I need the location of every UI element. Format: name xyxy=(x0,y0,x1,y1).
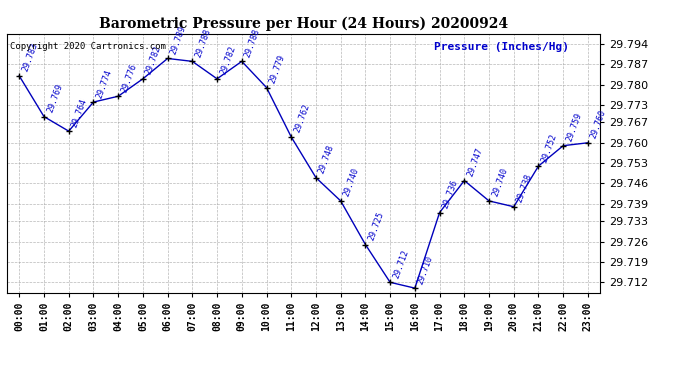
Text: 29.748: 29.748 xyxy=(317,144,336,175)
Text: 29.783: 29.783 xyxy=(21,42,39,73)
Text: 29.782: 29.782 xyxy=(219,45,237,76)
Text: 29.740: 29.740 xyxy=(342,167,361,198)
Text: Copyright 2020 Cartronics.com: Copyright 2020 Cartronics.com xyxy=(10,42,166,51)
Text: 29.712: 29.712 xyxy=(391,248,411,279)
Text: 29.760: 29.760 xyxy=(589,109,608,140)
Text: 29.752: 29.752 xyxy=(540,132,559,163)
Text: 29.788: 29.788 xyxy=(243,27,262,58)
Text: 29.779: 29.779 xyxy=(268,54,286,85)
Text: 29.738: 29.738 xyxy=(515,173,534,204)
Text: 29.740: 29.740 xyxy=(491,167,509,198)
Text: 29.774: 29.774 xyxy=(95,68,114,99)
Text: 29.762: 29.762 xyxy=(293,103,311,134)
Title: Barometric Pressure per Hour (24 Hours) 20200924: Barometric Pressure per Hour (24 Hours) … xyxy=(99,17,508,31)
Text: 29.764: 29.764 xyxy=(70,97,89,128)
Text: 29.747: 29.747 xyxy=(466,147,484,178)
Text: 29.725: 29.725 xyxy=(367,210,386,242)
Text: 29.769: 29.769 xyxy=(46,82,64,114)
Text: 29.710: 29.710 xyxy=(416,254,435,285)
Text: 29.736: 29.736 xyxy=(441,178,460,210)
Text: 29.759: 29.759 xyxy=(564,112,583,143)
Text: Pressure (Inches/Hg): Pressure (Inches/Hg) xyxy=(434,42,569,51)
Text: 29.776: 29.776 xyxy=(119,62,138,93)
Text: 29.782: 29.782 xyxy=(144,45,163,76)
Text: 29.789: 29.789 xyxy=(169,24,188,56)
Text: 29.788: 29.788 xyxy=(194,27,213,58)
